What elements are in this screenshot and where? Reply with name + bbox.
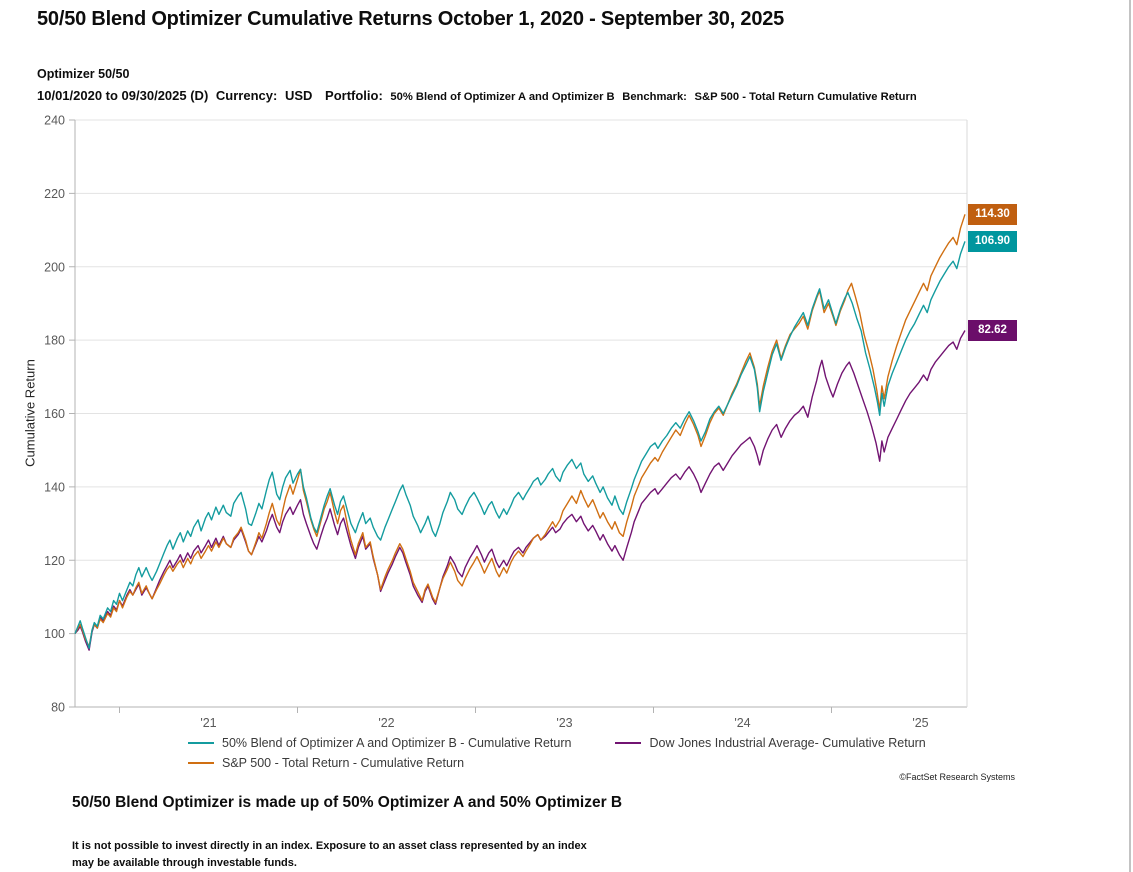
y-axis-tick-label: 140	[44, 480, 65, 494]
y-axis-tick-label: 240	[44, 114, 65, 128]
legend-swatch-dow	[615, 742, 642, 744]
disclaimer-line-2: may be available through investable fund…	[72, 856, 297, 869]
portfolio-subtitle: Optimizer 50/50	[37, 67, 130, 81]
legend-item-dow: Dow Jones Industrial Average- Cumulative…	[615, 736, 926, 750]
report-settings-line: 10/01/2020 to 09/30/2025 (D) Currency: U…	[37, 88, 921, 103]
legend-item-spx: S&P 500 - Total Return - Cumulative Retu…	[188, 756, 464, 770]
factset-credit: ©FactSet Research Systems	[899, 772, 1015, 782]
y-axis-tick-label: 100	[44, 627, 65, 641]
legend-row: 50% Blend of Optimizer A and Optimizer B…	[188, 733, 970, 753]
disclaimer-text: It is not possible to invest directly in…	[72, 838, 587, 871]
benchmark-label: Benchmark:	[622, 91, 687, 103]
x-axis-tick-label: '23	[556, 716, 572, 730]
window-border	[1129, 0, 1131, 872]
y-axis-tick-label: 160	[44, 407, 65, 421]
x-axis-tick-label: '24	[734, 716, 750, 730]
series-end-label-blend: 106.90	[968, 231, 1017, 252]
series-line-blend	[74, 241, 966, 649]
y-axis-tick-label: 120	[44, 554, 65, 568]
currency-value: USD	[284, 88, 313, 103]
series-end-label-spx: 114.30	[968, 204, 1017, 225]
series-line-dow	[74, 330, 966, 651]
y-axis-tick-label: 180	[44, 334, 65, 348]
y-axis-tick-label: 200	[44, 260, 65, 274]
disclaimer-line-1: It is not possible to invest directly in…	[72, 840, 587, 852]
x-axis-tick-label: '22	[378, 716, 394, 730]
currency-label: Currency:	[215, 88, 278, 103]
date-range: 10/01/2020 to 09/30/2025 (D)	[37, 88, 209, 103]
legend-row: S&P 500 - Total Return - Cumulative Retu…	[188, 753, 970, 773]
portfolio-value: 50% Blend of Optimizer A and Optimizer B	[390, 91, 615, 103]
page-title: 50/50 Blend Optimizer Cumulative Returns…	[37, 8, 785, 30]
series-end-label-dow: 82.62	[968, 320, 1017, 341]
footnote-heading: 50/50 Blend Optimizer is made up of 50% …	[72, 794, 623, 811]
x-axis-tick-label: '25	[912, 716, 928, 730]
legend-swatch-blend	[188, 742, 214, 744]
legend-label-blend: 50% Blend of Optimizer A and Optimizer B…	[222, 736, 572, 750]
legend-swatch-spx	[188, 762, 214, 764]
series-line-spx	[74, 214, 966, 648]
y-axis-title: Cumulative Return	[22, 359, 38, 467]
x-axis-tick-label: '21	[200, 716, 216, 730]
legend-label-spx: S&P 500 - Total Return - Cumulative Retu…	[222, 756, 465, 770]
legend-label-dow: Dow Jones Industrial Average- Cumulative…	[649, 736, 926, 750]
portfolio-label: Portfolio:	[325, 88, 383, 103]
y-axis-tick-label: 220	[44, 187, 65, 201]
benchmark-value: S&P 500 - Total Return Cumulative Return	[694, 91, 917, 103]
y-axis-tick-label: 80	[51, 701, 65, 715]
chart-legend: 50% Blend of Optimizer A and Optimizer B…	[188, 733, 970, 773]
legend-item-blend: 50% Blend of Optimizer A and Optimizer B…	[188, 736, 571, 750]
